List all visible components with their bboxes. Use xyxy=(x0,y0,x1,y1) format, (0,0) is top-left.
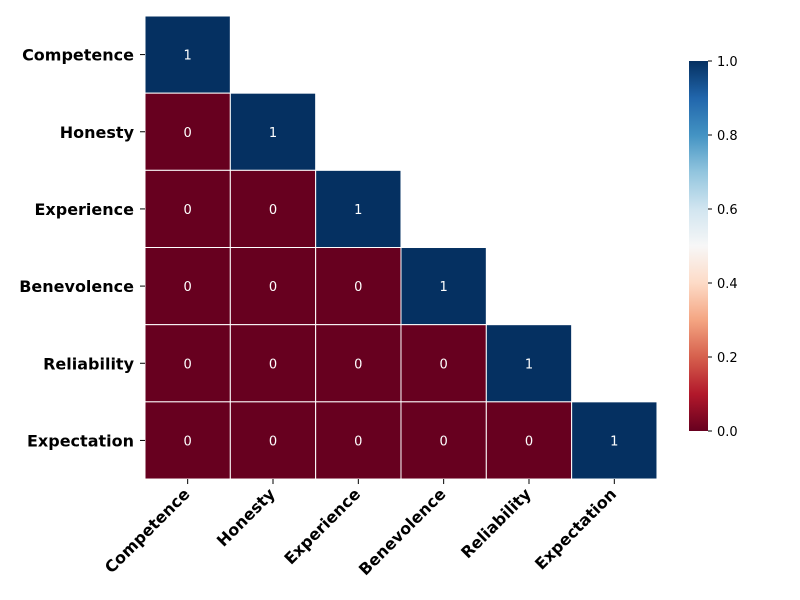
row-label: Honesty xyxy=(60,123,135,142)
cell-value-label: 0 xyxy=(440,357,448,372)
heatmap-cell xyxy=(229,169,317,249)
heatmap-cell xyxy=(315,401,402,480)
colorbar-tick-label: 0.6 xyxy=(717,203,738,218)
heatmap-cell xyxy=(400,401,487,480)
colorbar-tick-label: 1.0 xyxy=(717,55,738,70)
row-label: Reliability xyxy=(43,354,134,373)
row-label: Competence xyxy=(22,46,134,65)
cell-value-label: 0 xyxy=(354,434,362,449)
cell-value-label: 0 xyxy=(184,434,192,449)
cell-value-label: 0 xyxy=(184,203,192,218)
heatmap-cell xyxy=(571,401,658,480)
heatmap-cell xyxy=(229,324,317,403)
cell-value-label: 0 xyxy=(354,357,362,372)
cell-value-label: 0 xyxy=(525,434,533,449)
heatmap-cell xyxy=(229,92,317,171)
cell-value-label: 0 xyxy=(269,280,277,295)
cell-value-label: 1 xyxy=(440,280,448,295)
cell-value-label: 1 xyxy=(610,434,618,449)
heatmap-cell xyxy=(315,324,402,403)
colorbar-tick-label: 0.8 xyxy=(717,129,738,144)
column-label: Honesty xyxy=(213,484,279,550)
column-label: Competence xyxy=(101,484,194,577)
colorbar-tick-label: 0.4 xyxy=(717,277,738,292)
colorbar-gradient xyxy=(689,61,708,431)
heatmap-cell xyxy=(229,247,317,326)
heatmap-cell xyxy=(229,401,317,480)
row-label: Benevolence xyxy=(19,277,134,296)
heatmap-cell xyxy=(485,401,573,480)
heatmap-cell xyxy=(144,92,231,171)
cell-value-label: 1 xyxy=(525,357,533,372)
column-label: Reliability xyxy=(457,484,535,562)
cell-value-label: 1 xyxy=(269,126,277,141)
cell-value-label: 0 xyxy=(184,126,192,141)
row-label: Experience xyxy=(34,200,134,219)
row-labels: Competence Honesty Experience Benevolence Re… xyxy=(19,46,145,450)
heatmap-cell xyxy=(400,247,487,326)
colorbar-tick-label: 0.2 xyxy=(717,351,738,366)
heatmap-cell xyxy=(315,169,402,249)
colorbar: 0.0 0.2 0.4 0.6 0.8 1.0 xyxy=(689,55,738,440)
column-label: Experience xyxy=(280,484,364,568)
cell-value-label: 0 xyxy=(269,434,277,449)
colorbar-tick-label: 0.0 xyxy=(717,425,738,440)
cell-value-label: 0 xyxy=(354,280,362,295)
cell-value-label: 0 xyxy=(184,357,192,372)
heatmap-cell xyxy=(400,324,487,403)
cell-value-label: 1 xyxy=(184,49,192,64)
cell-value-label: 0 xyxy=(269,357,277,372)
heatmap-cells: 1 0 1 0 0 1 0 0 0 1 0 0 0 0 1 0 0 0 0 0 1 xyxy=(144,15,658,480)
cell-value-label: 0 xyxy=(440,434,448,449)
heatmap-cell xyxy=(144,15,231,94)
column-label: Expectation xyxy=(531,484,620,573)
cell-value-label: 0 xyxy=(269,203,277,218)
cell-value-label: 1 xyxy=(354,203,362,218)
heatmap-cell xyxy=(485,324,573,403)
row-label: Expectation xyxy=(27,431,134,450)
column-label: Benevolence xyxy=(355,484,450,579)
cell-value-label: 0 xyxy=(184,280,192,295)
heatmap-cell xyxy=(144,169,231,249)
